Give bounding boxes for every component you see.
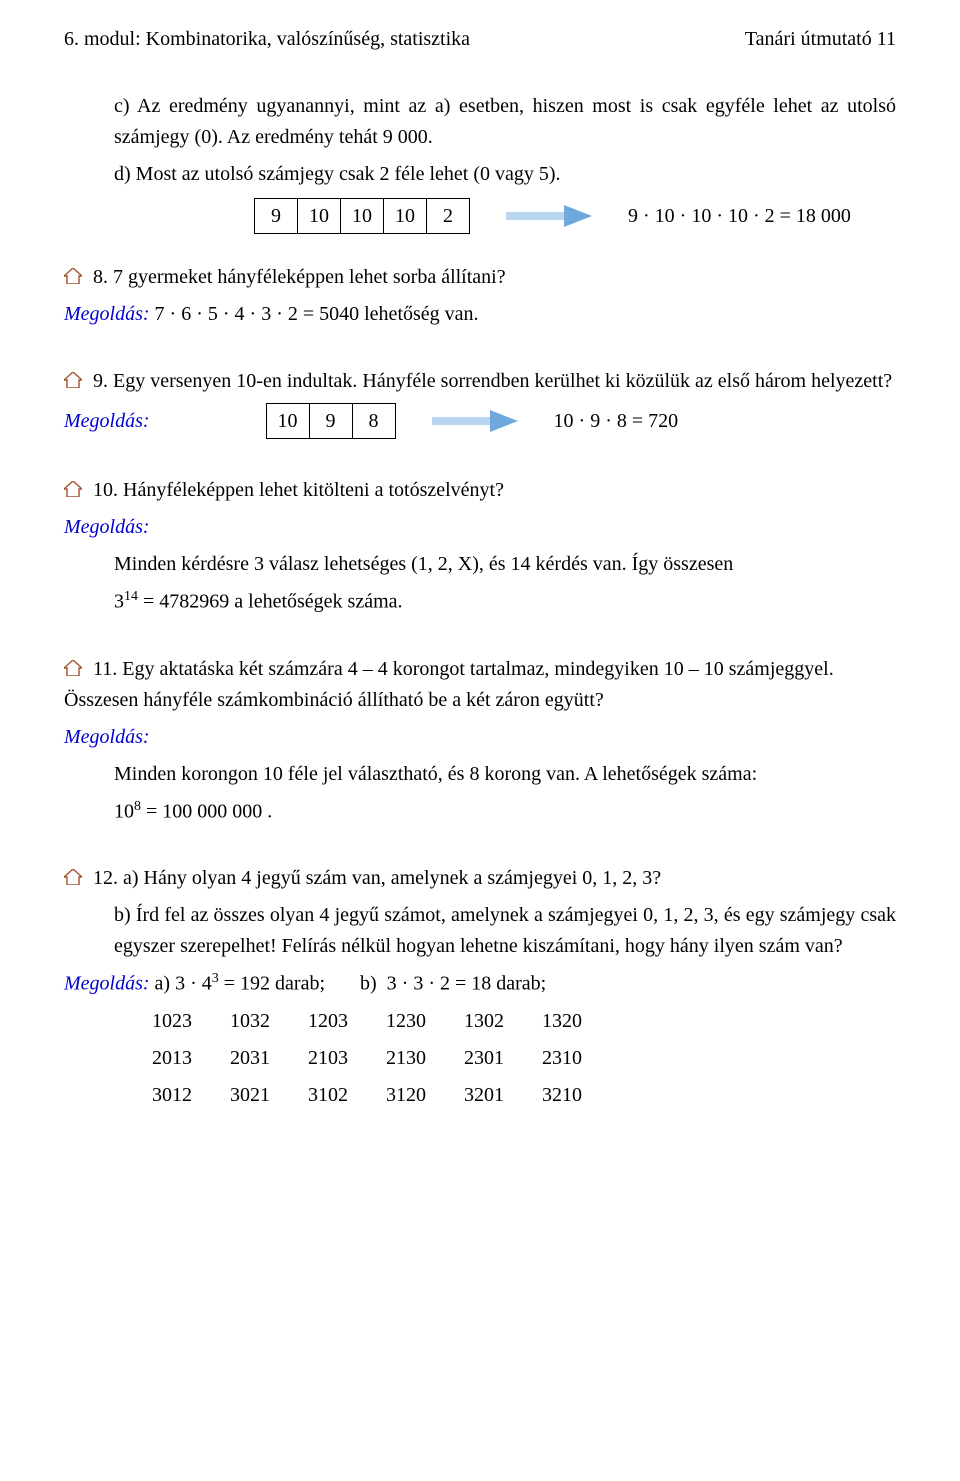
table-cell: 1230 <box>386 1006 426 1037</box>
header-right: Tanári útmutató 11 <box>745 24 896 55</box>
box2-equation: 10 · 9 · 8 = 720 <box>554 406 679 437</box>
number-table: 1023 1032 1203 1230 1302 1320 2013 2031 … <box>152 1006 896 1111</box>
task-10: 10. Hányféleképpen lehet kitölteni a tot… <box>64 475 896 506</box>
task-11: 11. Egy aktatáska két számzára 4 – 4 kor… <box>64 654 896 716</box>
house-icon <box>64 481 82 497</box>
house-icon <box>64 869 82 885</box>
task-9: 9. Egy versenyen 10-en indultak. Hányfél… <box>64 366 896 397</box>
header-left: 6. modul: Kombinatorika, valószínűség, s… <box>64 24 470 55</box>
arrow-icon <box>506 201 592 231</box>
task-10-eqn: 314 = 4782969 a lehetőségek száma. <box>114 586 896 618</box>
table-cell: 3120 <box>386 1080 426 1111</box>
table-cell: 3201 <box>464 1080 504 1111</box>
table-cell: 1302 <box>464 1006 504 1037</box>
table-cell: 2301 <box>464 1043 504 1074</box>
task-8-eqn: 7 · 6 · 5 · 4 · 3 · 2 = 5040 lehetőség v… <box>155 303 479 325</box>
task-9-num: 9. <box>93 370 108 392</box>
house-icon <box>64 660 82 676</box>
numbox: 10 <box>266 403 310 439</box>
table-row: 1023 1032 1203 1230 1302 1320 <box>152 1006 896 1037</box>
task-8-solution: Megoldás: 7 · 6 · 5 · 4 · 3 · 2 = 5040 l… <box>64 299 896 330</box>
house-icon <box>64 372 82 388</box>
numbox: 10 <box>297 198 341 234</box>
numbox: 9 <box>254 198 298 234</box>
paragraph-c: c) Az eredmény ugyanannyi, mint az a) es… <box>114 91 896 153</box>
table-cell: 1023 <box>152 1006 192 1037</box>
table-row: 2013 2031 2103 2130 2301 2310 <box>152 1043 896 1074</box>
table-cell: 3210 <box>542 1080 582 1111</box>
box1-equation: 9 · 10 · 10 · 10 · 2 = 18 000 <box>628 201 851 232</box>
table-cell: 1203 <box>308 1006 348 1037</box>
table-cell: 2031 <box>230 1043 270 1074</box>
numbox: 10 <box>383 198 427 234</box>
box-cells-1: 9 10 10 10 2 <box>254 198 470 234</box>
task-11-line1: Minden korongon 10 féle jel választható,… <box>114 759 896 790</box>
task-10-text: Hányféleképpen lehet kitölteni a totósze… <box>123 479 504 501</box>
task-10-num: 10. <box>93 479 118 501</box>
numbox: 8 <box>352 403 396 439</box>
table-cell: 2310 <box>542 1043 582 1074</box>
task-8-num: 8. <box>93 266 108 288</box>
task-11-eqn: 108 = 100 000 000 . <box>114 796 896 828</box>
solution-label: Megoldás: <box>64 512 896 543</box>
table-cell: 3102 <box>308 1080 348 1111</box>
table-cell: 3021 <box>230 1080 270 1111</box>
solution-label: Megoldás: <box>64 303 150 325</box>
table-cell: 2130 <box>386 1043 426 1074</box>
solution-label: Megoldás: <box>64 722 896 753</box>
task-8-text: 7 gyermeket hányféleképpen lehet sorba á… <box>113 266 506 288</box>
box-row-1: 9 10 10 10 2 9 · 10 · 10 · 10 · 2 = 18 0… <box>254 198 896 234</box>
table-cell: 1320 <box>542 1006 582 1037</box>
table-cell: 2013 <box>152 1043 192 1074</box>
solution-label: Megoldás: <box>64 973 150 995</box>
task-11-text: Egy aktatáska két számzára 4 – 4 korongo… <box>64 658 834 711</box>
solution-label: Megoldás: <box>64 406 150 437</box>
task-10-line1: Minden kérdésre 3 válasz lehetséges (1, … <box>114 549 896 580</box>
task-12-a: a) Hány olyan 4 jegyű szám van, amelynek… <box>123 867 661 889</box>
task-9-text: Egy versenyen 10-en indultak. Hányféle s… <box>113 370 892 392</box>
box-cells-2: 10 9 8 <box>266 403 396 439</box>
table-cell: 2103 <box>308 1043 348 1074</box>
arrow-icon <box>432 406 518 436</box>
table-row: 3012 3021 3102 3120 3201 3210 <box>152 1080 896 1111</box>
task-11-num: 11. <box>93 658 117 680</box>
table-cell: 3012 <box>152 1080 192 1111</box>
page-header: 6. modul: Kombinatorika, valószínűség, s… <box>64 24 896 55</box>
task-12-num: 12. <box>93 867 118 889</box>
task-8: 8. 7 gyermeket hányféleképpen lehet sorb… <box>64 262 896 293</box>
numbox: 9 <box>309 403 353 439</box>
house-icon <box>64 268 82 284</box>
table-cell: 1032 <box>230 1006 270 1037</box>
task-12: 12. a) Hány olyan 4 jegyű szám van, amel… <box>64 863 896 894</box>
paragraph-d: d) Most az utolsó számjegy csak 2 féle l… <box>114 159 896 190</box>
task-12-b: b) Írd fel az összes olyan 4 jegyű számo… <box>114 900 896 962</box>
task-12-solution: Megoldás: a) 3 · 43 = 192 darab; b) 3 · … <box>64 968 896 1000</box>
numbox: 10 <box>340 198 384 234</box>
numbox: 2 <box>426 198 470 234</box>
